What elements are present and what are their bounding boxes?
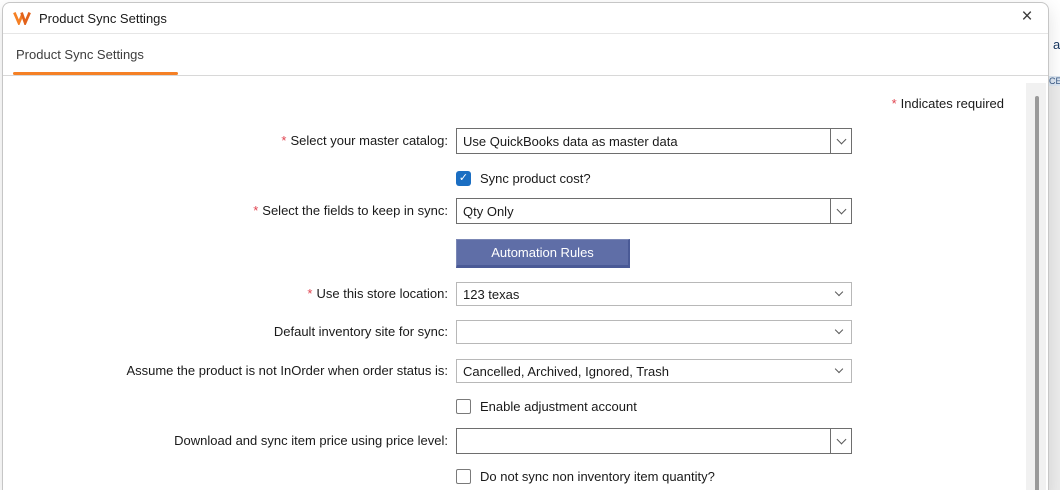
enable-adjustment-label[interactable]: Enable adjustment account xyxy=(480,398,637,414)
chevron-down-icon xyxy=(830,199,851,223)
order-status-select[interactable]: Cancelled, Archived, Ignored, Trash xyxy=(456,359,852,383)
background-window-text: a xyxy=(1053,37,1060,52)
order-status-value: Cancelled, Archived, Ignored, Trash xyxy=(463,363,669,379)
dialog-scrollbar-track[interactable] xyxy=(1026,83,1046,490)
indicates-required-note: * Indicates required xyxy=(891,96,1004,111)
no-sync-non-inventory-checkbox[interactable] xyxy=(456,468,471,484)
enable-adjustment-row: Enable adjustment account xyxy=(456,398,637,414)
store-location-label: * Use this store location: xyxy=(307,286,448,301)
tabbar-separator xyxy=(3,75,1048,76)
store-location-value: 123 texas xyxy=(463,286,520,302)
no-sync-non-inventory-row: Do not sync non inventory item quantity? xyxy=(456,468,715,484)
chevron-down-icon xyxy=(830,429,851,453)
close-icon[interactable]: × xyxy=(1021,6,1033,27)
dialog-titlebar: Product Sync Settings × xyxy=(3,3,1048,34)
sync-product-cost-checkbox[interactable]: ✓ xyxy=(456,170,471,186)
master-catalog-value: Use QuickBooks data as master data xyxy=(463,133,678,149)
no-sync-non-inventory-label[interactable]: Do not sync non inventory item quantity? xyxy=(480,468,715,484)
automation-rules-button[interactable]: Automation Rules xyxy=(456,239,630,268)
default-inventory-site-value xyxy=(457,321,827,343)
default-inventory-site-label: Default inventory site for sync: xyxy=(273,324,448,339)
chevron-down-icon xyxy=(830,129,851,153)
enable-adjustment-checkbox[interactable] xyxy=(456,398,471,414)
store-location-select[interactable]: 123 texas xyxy=(456,282,852,306)
chevron-down-icon xyxy=(827,360,851,382)
active-tab-underline xyxy=(13,72,178,75)
master-catalog-label: * Select your master catalog: xyxy=(281,133,448,148)
price-level-label: Download and sync item price using price… xyxy=(174,433,448,448)
price-level-select[interactable] xyxy=(456,428,852,454)
dialog-scrollbar-thumb[interactable] xyxy=(1035,96,1039,490)
webgility-logo-icon xyxy=(13,12,31,25)
master-catalog-select[interactable]: Use QuickBooks data as master data xyxy=(456,128,852,154)
fields-to-sync-value: Qty Only xyxy=(463,203,514,219)
dialog-title: Product Sync Settings xyxy=(39,10,167,26)
order-status-label: Assume the product is not InOrder when o… xyxy=(126,363,448,378)
sync-product-cost-row: ✓ Sync product cost? xyxy=(456,170,591,186)
tab-product-sync-settings[interactable]: Product Sync Settings xyxy=(16,47,144,62)
sync-product-cost-label[interactable]: Sync product cost? xyxy=(480,170,591,186)
default-inventory-site-select[interactable] xyxy=(456,320,852,344)
price-level-value xyxy=(457,429,830,453)
fields-to-sync-label: * Select the fields to keep in sync: xyxy=(253,203,448,218)
chevron-down-icon xyxy=(827,321,851,343)
required-asterisk: * xyxy=(891,96,897,111)
background-window-area xyxy=(1049,86,1060,490)
fields-to-sync-select[interactable]: Qty Only xyxy=(456,198,852,224)
chevron-down-icon xyxy=(827,283,851,305)
background-grid-header: CE xyxy=(1049,76,1060,86)
